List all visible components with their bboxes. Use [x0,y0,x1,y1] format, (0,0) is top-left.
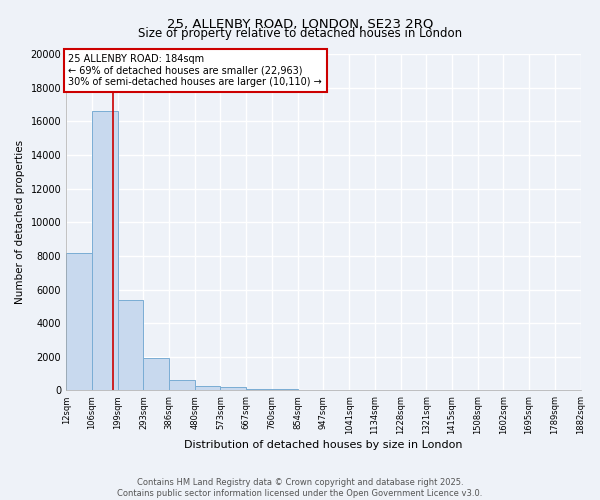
Text: 25 ALLENBY ROAD: 184sqm
← 69% of detached houses are smaller (22,963)
30% of sem: 25 ALLENBY ROAD: 184sqm ← 69% of detache… [68,54,322,88]
Y-axis label: Number of detached properties: Number of detached properties [15,140,25,304]
Text: Size of property relative to detached houses in London: Size of property relative to detached ho… [138,28,462,40]
Bar [220,387,247,390]
Bar [247,389,272,390]
Text: Contains HM Land Registry data © Crown copyright and database right 2025.
Contai: Contains HM Land Registry data © Crown c… [118,478,482,498]
X-axis label: Distribution of detached houses by size in London: Distribution of detached houses by size … [184,440,463,450]
Bar [118,300,143,390]
Bar [92,111,118,390]
Bar [169,380,195,390]
Bar [143,358,169,390]
Text: 25, ALLENBY ROAD, LONDON, SE23 2RQ: 25, ALLENBY ROAD, LONDON, SE23 2RQ [167,18,433,30]
Bar [66,252,92,390]
Bar [195,386,220,390]
